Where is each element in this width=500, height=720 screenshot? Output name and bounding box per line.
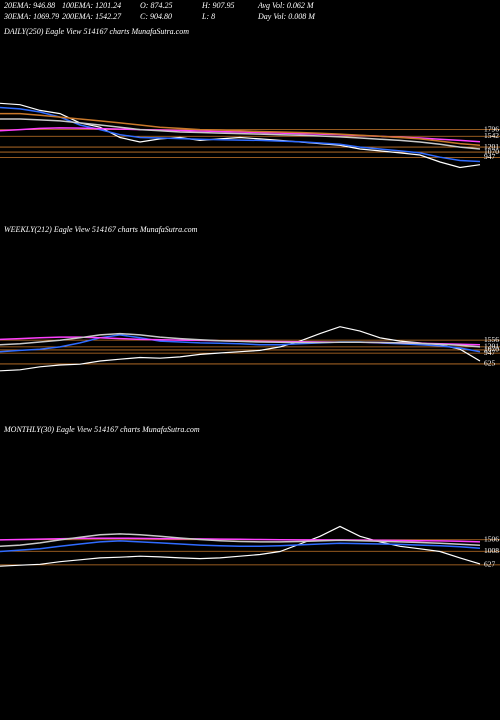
stat-label: O: 874.25 bbox=[140, 1, 172, 10]
series-line bbox=[0, 533, 481, 548]
series-line bbox=[0, 334, 481, 353]
level-label: 1070 bbox=[484, 147, 499, 156]
series-line bbox=[0, 106, 481, 163]
stat-label: 30EMA: 1069.79 bbox=[3, 12, 59, 21]
stat-label: C: 904.80 bbox=[140, 12, 172, 21]
level-label: 1796 bbox=[484, 124, 499, 133]
series-line bbox=[0, 525, 481, 567]
level-label: 947 bbox=[484, 348, 496, 357]
stat-label: 100EMA: 1201.24 bbox=[62, 1, 121, 10]
panel-title: DAILY(250) Eagle View 514167 charts Muna… bbox=[3, 27, 189, 36]
panel-title: WEEKLY(212) Eagle View 514167 charts Mun… bbox=[4, 225, 198, 234]
stat-label: 20EMA: 946.88 bbox=[4, 1, 55, 10]
level-label: 1542 bbox=[484, 131, 499, 140]
series-line bbox=[0, 332, 481, 348]
level-label: 1201 bbox=[484, 342, 499, 351]
panel-title: MONTHLY(30) Eagle View 514167 charts Mun… bbox=[3, 425, 200, 434]
level-label: 625 bbox=[484, 359, 496, 368]
series-line bbox=[0, 537, 481, 543]
level-label: 947 bbox=[484, 152, 496, 161]
series-line bbox=[0, 118, 481, 150]
level-label: 1506 bbox=[484, 534, 499, 543]
series-line bbox=[0, 540, 481, 553]
series-line bbox=[0, 112, 481, 147]
stat-label: L: 8 bbox=[201, 12, 215, 21]
level-label: 1070 bbox=[484, 345, 499, 354]
level-label: 627 bbox=[484, 560, 496, 569]
level-label: 1008 bbox=[484, 546, 499, 555]
level-label: 1556 bbox=[484, 335, 499, 344]
stat-label: Avg Vol: 0.062 M bbox=[257, 1, 315, 10]
level-label: 1201 bbox=[484, 142, 499, 151]
series-line bbox=[0, 326, 481, 372]
stat-label: Day Vol: 0.008 M bbox=[257, 12, 316, 21]
stat-label: H: 907.95 bbox=[201, 1, 234, 10]
stat-label: 200EMA: 1542.27 bbox=[62, 12, 122, 21]
